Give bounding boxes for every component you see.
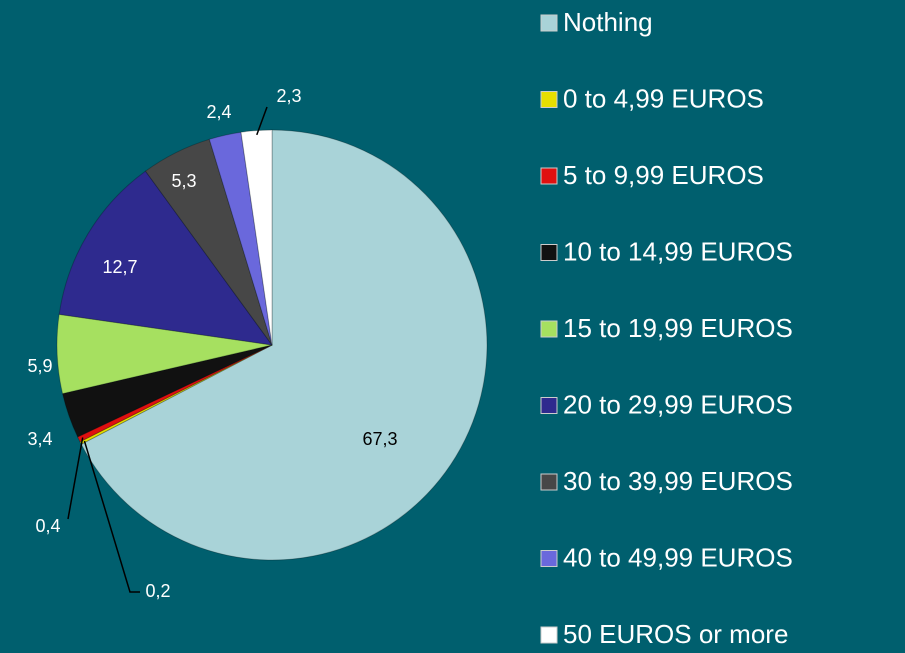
legend-label: 10 to 14,99 EUROS [563, 236, 793, 266]
data-label: 2,3 [276, 86, 301, 106]
legend-label: Nothing [563, 7, 653, 37]
legend-swatch [540, 397, 558, 414]
legend-label: 30 to 39,99 EUROS [563, 466, 793, 496]
legend-swatch [540, 91, 558, 108]
leader-line [256, 106, 268, 136]
leader-line [83, 440, 140, 593]
data-label: 5,9 [27, 356, 52, 376]
legend-swatch [540, 550, 558, 567]
legend-swatch [540, 14, 558, 32]
data-label: 12,7 [102, 257, 137, 277]
pie-slice [61, 344, 273, 438]
pie-slice [56, 313, 273, 395]
legend-label: 20 to 29,99 EUROS [563, 389, 793, 419]
legend-label: 15 to 19,99 EUROS [563, 313, 793, 343]
leader-line [67, 437, 84, 520]
legend-label: 5 to 9,99 EUROS [563, 160, 764, 190]
data-label: 0,2 [145, 581, 170, 601]
data-label: 3,4 [27, 429, 52, 449]
legend-swatch [540, 244, 558, 261]
legend-swatch [540, 626, 558, 644]
data-label: 67,3 [362, 429, 397, 449]
data-label: 2,4 [206, 102, 231, 122]
legend-swatch [540, 473, 558, 491]
pie-slice [208, 131, 273, 346]
legend-swatch [540, 167, 558, 185]
pie-slice [144, 138, 273, 346]
pie-slice [240, 129, 273, 346]
pie-slice [76, 344, 273, 443]
legend-label: 50 EUROS or more [563, 619, 788, 649]
legend-label: 0 to 4,99 EUROS [563, 83, 764, 113]
pie-slice [58, 170, 274, 346]
pie-slice [80, 129, 488, 561]
legend-swatch [540, 320, 558, 338]
data-label: 5,3 [171, 171, 196, 191]
data-label: 0,4 [35, 516, 60, 536]
legend-label: 40 to 49,99 EUROS [563, 542, 793, 572]
